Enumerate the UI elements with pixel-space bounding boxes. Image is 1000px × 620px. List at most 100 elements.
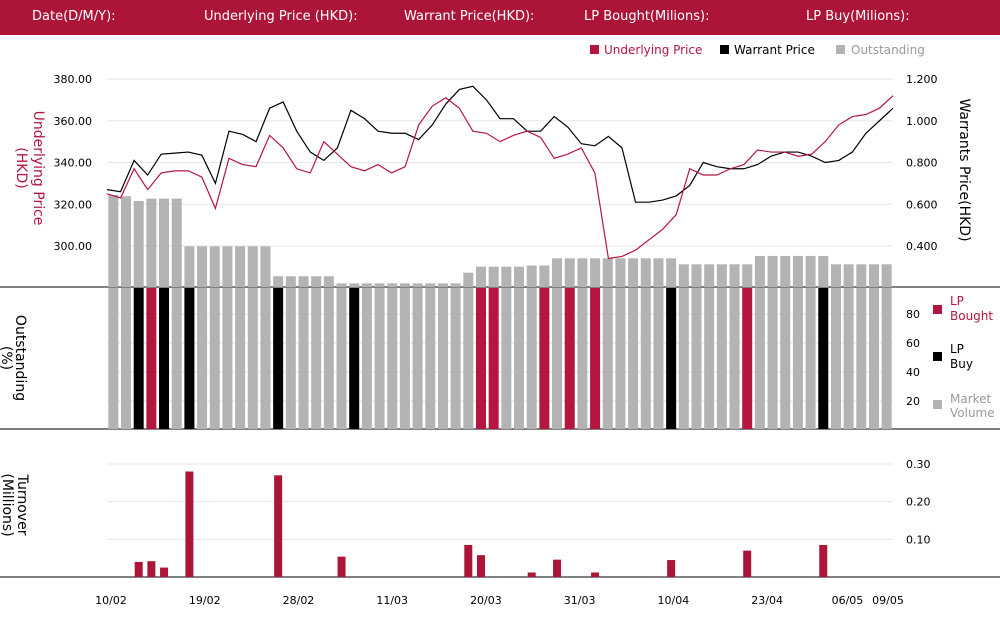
outstanding-bar-top xyxy=(273,276,284,287)
outstanding-y-tick-label: 20 xyxy=(906,395,920,408)
turnover-bar xyxy=(819,544,828,577)
legend-lp-bought-label-2: Bought xyxy=(950,309,993,323)
market-volume-bar xyxy=(691,288,702,429)
legend-lp-buy-swatch xyxy=(933,352,942,361)
outstanding-bar-top xyxy=(463,272,474,287)
outstanding-bar-top xyxy=(108,195,119,287)
outstanding-bar-top xyxy=(716,264,727,287)
outstanding-bar-top xyxy=(564,258,575,287)
left-y-tick-label: 320.00 xyxy=(54,198,93,211)
x-tick-label: 28/02 xyxy=(283,594,315,607)
market-volume-bar xyxy=(298,288,309,429)
turnover-bar xyxy=(527,572,536,577)
outstanding-bar-top xyxy=(691,264,702,287)
turnover-bar xyxy=(147,561,156,577)
outstanding-bar-top xyxy=(881,264,892,287)
warrant-price-label: Warrant Price(HKD): xyxy=(404,9,535,24)
left-y-tick-label: 360.00 xyxy=(54,115,93,128)
outstanding-bar-top xyxy=(602,258,613,287)
lp-buy-bar xyxy=(159,288,170,429)
outstanding-bar-top xyxy=(311,276,322,287)
x-tick-label: 23/04 xyxy=(751,594,783,607)
market-volume-bar xyxy=(830,288,841,429)
outstanding-bar-top xyxy=(450,283,461,287)
lp-buy-bar xyxy=(666,288,677,429)
outstanding-y-tick-label: 40 xyxy=(906,366,920,379)
lp-bought-bar xyxy=(590,288,601,429)
lp-bought-label: LP Bought(Milions): xyxy=(584,9,710,24)
outstanding-bar-top xyxy=(159,198,170,287)
market-volume-bar xyxy=(108,288,119,429)
lp-buy-bar xyxy=(349,288,360,429)
x-tick-label: 10/02 xyxy=(95,594,127,607)
legend-underlying-label: Underlying Price xyxy=(604,43,702,57)
right-y-tick-label: 0.600 xyxy=(906,198,938,211)
market-volume-bar xyxy=(197,288,208,429)
outstanding-bar-top xyxy=(653,258,664,287)
lp-bought-bar xyxy=(488,288,499,429)
market-volume-bar xyxy=(792,288,803,429)
market-volume-bar xyxy=(450,288,461,429)
turnover-y-tick-label: 0.20 xyxy=(906,496,931,509)
turnover-bar xyxy=(160,567,169,577)
outstanding-bar-top xyxy=(539,265,550,287)
market-volume-bar xyxy=(247,288,258,429)
outstanding-bar-top xyxy=(121,196,132,287)
legend-outstanding-label: Outstanding xyxy=(851,43,925,57)
lp-buy-bar xyxy=(818,288,829,429)
outstanding-bar-top xyxy=(209,246,220,287)
outstanding-bar-top xyxy=(514,266,525,287)
outstanding-bar-top xyxy=(437,283,448,287)
outstanding-bar-top xyxy=(146,198,157,287)
outstanding-bar-top xyxy=(590,258,601,287)
lp-bought-bar xyxy=(475,288,486,429)
right-y-tick-label: 0.400 xyxy=(906,240,938,253)
turnover-bar xyxy=(553,559,562,577)
market-volume-bar xyxy=(361,288,372,429)
turnover-bar xyxy=(476,555,485,577)
outstanding-bar-top xyxy=(412,283,423,287)
legend-market-volume-label-2: Volume xyxy=(950,406,995,420)
legend-warrant-swatch xyxy=(720,45,729,54)
x-tick-label: 11/03 xyxy=(376,594,408,607)
outstanding-bar-top xyxy=(767,255,778,287)
outstanding-bar-top xyxy=(754,255,765,287)
lp-bought-bar xyxy=(539,288,550,429)
market-volume-bar xyxy=(577,288,588,429)
outstanding-y-tick-label: 80 xyxy=(906,308,920,321)
market-volume-bar xyxy=(780,288,791,429)
left-y-axis-title: Underlying Price(HKD) xyxy=(13,111,46,226)
outstanding-bar-top xyxy=(805,255,816,287)
market-volume-bar xyxy=(704,288,715,429)
lp-bought-bar xyxy=(742,288,753,429)
turnover-y-tick-label: 0.30 xyxy=(906,458,931,471)
market-volume-bar xyxy=(374,288,385,429)
legend-lp-buy-label-1: LP xyxy=(950,342,964,356)
outstanding-bar-top xyxy=(184,246,195,287)
left-y-tick-label: 300.00 xyxy=(54,240,93,253)
market-volume-bar xyxy=(653,288,664,429)
outstanding-bar-top xyxy=(552,258,563,287)
outstanding-bar-top xyxy=(197,246,208,287)
market-volume-bar xyxy=(209,288,220,429)
turnover-y-tick-label: 0.10 xyxy=(906,533,931,546)
turnover-bar xyxy=(185,471,194,577)
market-volume-bar xyxy=(881,288,892,429)
market-volume-bar xyxy=(387,288,398,429)
outstanding-y-axis-unit: (%) xyxy=(0,346,14,370)
left-y-tick-label: 380.00 xyxy=(54,73,93,86)
outstanding-bar-top xyxy=(729,264,740,287)
market-volume-bar xyxy=(171,288,182,429)
market-volume-bar xyxy=(716,288,727,429)
left-y-tick-label: 340.00 xyxy=(54,157,93,170)
lp-buy-bar xyxy=(133,288,144,429)
outstanding-bar-top xyxy=(171,198,182,287)
outstanding-bar-top xyxy=(387,283,398,287)
outstanding-y-tick-label: 60 xyxy=(906,337,920,350)
turnover-bar xyxy=(337,556,346,577)
turnover-bar xyxy=(274,475,283,577)
market-volume-bar xyxy=(121,288,132,429)
x-tick-label: 20/03 xyxy=(470,594,502,607)
outstanding-bar-top xyxy=(285,276,296,287)
